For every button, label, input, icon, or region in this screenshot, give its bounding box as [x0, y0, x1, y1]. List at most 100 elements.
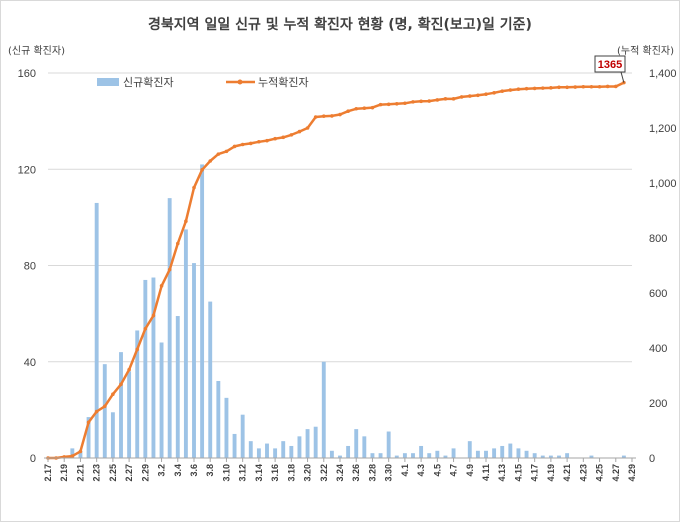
line-point — [516, 87, 521, 92]
bar — [378, 453, 383, 458]
x-tick-label: 4.19 — [546, 464, 556, 482]
line-point — [248, 141, 253, 146]
bar — [248, 441, 253, 458]
line-point — [597, 84, 602, 89]
line-point — [167, 267, 172, 272]
x-tick-label: 3.26 — [351, 464, 361, 482]
line-point — [208, 159, 213, 163]
line-point — [265, 138, 269, 143]
bar — [402, 453, 407, 458]
bar — [192, 263, 196, 458]
bar — [500, 445, 505, 458]
y-right-tick-label: 400 — [649, 343, 667, 355]
bar — [94, 202, 99, 458]
bar — [435, 450, 440, 458]
bar — [208, 301, 213, 458]
bar — [467, 441, 472, 458]
x-tick-label: 3.12 — [238, 464, 248, 482]
callout-leader — [620, 71, 625, 83]
line-point — [435, 98, 440, 102]
legend-bar-label: 신규확진자 — [123, 76, 174, 89]
bar — [329, 450, 334, 458]
y-left-tick-label: 80 — [24, 261, 36, 273]
line-path — [48, 81, 625, 460]
y-right-unit-label: (누적 확진자) — [617, 46, 674, 57]
line-point — [78, 449, 83, 454]
line-point — [135, 347, 140, 352]
bar — [313, 426, 318, 458]
bar — [516, 448, 521, 458]
line-point — [403, 101, 407, 106]
bar — [273, 448, 278, 458]
line-point — [184, 219, 188, 224]
bar — [411, 453, 415, 458]
x-tick-label: 4.25 — [595, 464, 605, 482]
line-point — [232, 144, 237, 149]
bar — [362, 436, 367, 458]
line-point — [159, 284, 164, 288]
line-point — [240, 142, 245, 147]
x-tick-label: 2.21 — [75, 464, 85, 482]
bar — [540, 455, 545, 458]
line-point — [613, 84, 618, 89]
line-point — [532, 86, 537, 91]
bar — [281, 441, 286, 458]
line-point — [394, 102, 399, 106]
line-point — [297, 129, 302, 134]
x-tick-label: 2.17 — [43, 464, 53, 482]
line-point — [589, 84, 594, 89]
x-tick-label: 4.3 — [416, 464, 426, 477]
y-left-tick-label: 0 — [30, 453, 36, 465]
line-point — [540, 86, 545, 90]
x-tick-label: 4.5 — [432, 464, 442, 477]
x-tick-label: 3.8 — [205, 464, 215, 477]
bar — [492, 448, 497, 458]
x-tick-label: 2.25 — [108, 464, 118, 482]
line-point — [111, 392, 115, 397]
bar — [232, 433, 237, 458]
bar — [484, 450, 488, 458]
x-tick-label: 4.9 — [465, 464, 475, 477]
line-point — [143, 326, 148, 331]
x-tick-label: 3.2 — [157, 464, 167, 477]
chart-title: 경북지역 일일 신규 및 누적 확진자 현황 (명, 확진(보고)일 기준) — [148, 17, 532, 33]
bar — [565, 453, 570, 458]
line-series — [46, 80, 626, 460]
line-point — [378, 102, 383, 107]
line-point — [565, 85, 569, 90]
line-point — [354, 106, 359, 111]
line-point — [151, 313, 156, 318]
bar — [354, 429, 359, 458]
bar — [240, 414, 245, 458]
line-point — [386, 102, 391, 107]
line-point — [581, 84, 586, 89]
bar — [135, 330, 140, 458]
bar — [394, 455, 399, 458]
line-point — [330, 114, 334, 118]
x-tick-label: 3.16 — [270, 464, 280, 482]
line-point — [419, 99, 423, 104]
bar — [143, 279, 148, 458]
bar — [338, 455, 342, 458]
x-tick-label: 4.13 — [497, 464, 507, 482]
line-point — [102, 404, 107, 409]
x-tick-label: 2.19 — [59, 464, 69, 482]
line-point — [370, 105, 375, 110]
bar — [451, 448, 456, 458]
bar — [224, 397, 229, 458]
bar — [532, 453, 537, 458]
bar — [297, 436, 302, 458]
legend-line-marker — [237, 79, 243, 85]
line-point — [476, 93, 480, 98]
line-point — [500, 89, 505, 93]
line-point — [321, 114, 326, 118]
line-point — [94, 409, 99, 414]
x-tick-label: 3.18 — [286, 464, 296, 482]
bar — [475, 450, 480, 458]
bar — [256, 448, 261, 458]
bar — [159, 342, 164, 458]
bar — [265, 443, 269, 458]
line-point — [427, 99, 432, 103]
bar — [119, 352, 123, 458]
